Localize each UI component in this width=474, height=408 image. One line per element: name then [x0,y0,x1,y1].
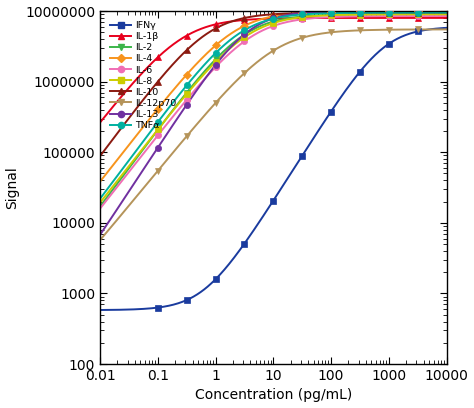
Legend: IFNγ, IL-1β, IL-2, IL-4, IL-6, IL-8, IL-10, IL-12p70, IL-13, TNFα: IFNγ, IL-1β, IL-2, IL-4, IL-6, IL-8, IL-… [108,19,178,132]
X-axis label: Concentration (pg/mL): Concentration (pg/mL) [195,388,352,402]
Y-axis label: Signal: Signal [6,166,19,209]
